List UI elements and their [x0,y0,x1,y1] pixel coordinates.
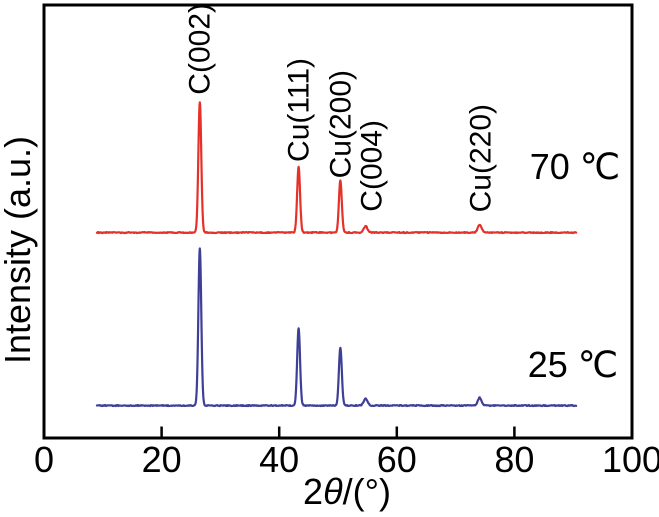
x-axis-label-theta: θ [323,471,343,512]
xrd-curve-70c [95,101,578,235]
x-axis-label-suffix: /(°) [342,471,391,512]
series-label-25c: 25 ℃ [527,344,619,385]
tick-label-100: 100 [601,439,659,480]
x-axis-ticks [42,426,634,437]
peak-label-cu111: Cu(111) [282,58,316,162]
peak-label-cu200: Cu(200) [324,69,358,178]
tick-label-20: 20 [141,439,182,480]
series-label-70c: 70 ℃ [529,146,621,187]
y-axis-label: Intensity (a.u.) [0,135,38,365]
x-axis-label: 2θ/(°) [303,474,391,510]
xrd-curve-25c [95,247,578,408]
peak-label-c004: C(004) [355,120,389,212]
plot-frame [42,3,634,440]
tick-label-60: 60 [376,439,417,480]
tick-label-40: 40 [259,439,300,480]
tick-label-80: 80 [494,439,535,480]
peak-label-c002: C(002) [183,3,217,95]
x-axis-label-prefix: 2 [303,471,324,512]
peak-label-cu220: Cu(220) [464,103,498,212]
tick-label-0: 0 [33,439,55,480]
